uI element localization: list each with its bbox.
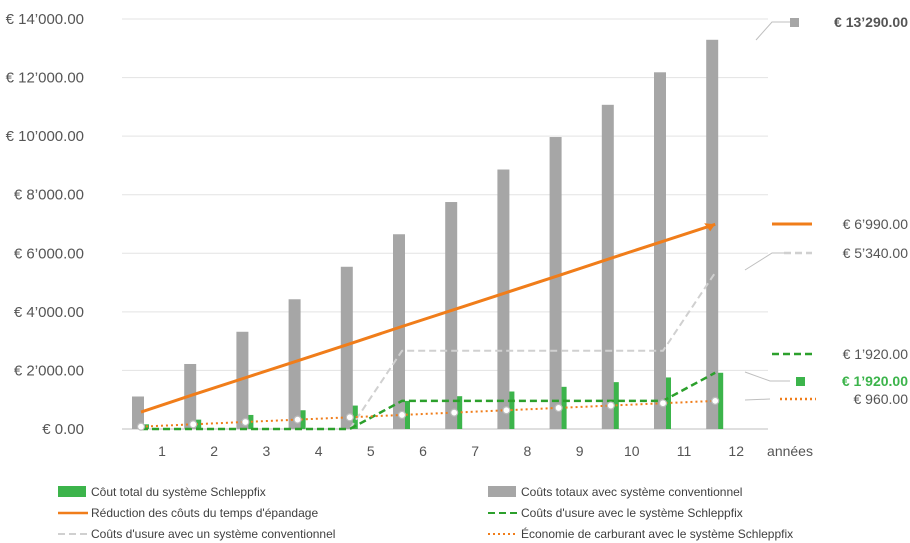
- legend-label: Économie de carburant avec le système Sc…: [521, 526, 793, 541]
- value-annotation: € 1’920.00: [843, 346, 909, 362]
- bar-conventional-total: [132, 396, 144, 429]
- legend-label: Côut total du système Schleppfix: [91, 485, 266, 499]
- bar-conventional-total: [236, 331, 249, 429]
- value-annotation: € 1’920.00: [842, 373, 908, 389]
- leader-line: [744, 252, 790, 271]
- x-tick-label: 8: [524, 443, 532, 459]
- value-annotation: € 960.00: [854, 391, 909, 407]
- y-axis: € 0.00 € 2’000.00 € 4’000.00 € 6’000.00 € 8’…: [6, 11, 84, 438]
- fuel-saving-point: [397, 410, 407, 420]
- fuel-saving-point: [293, 415, 302, 424]
- fuel-saving-point: [606, 401, 615, 410]
- x-tick-label: 12: [728, 443, 744, 459]
- grid-lines: [122, 18, 768, 430]
- value-annotation: € 13’290.00: [834, 14, 908, 30]
- x-axis-unit-label: années: [767, 443, 813, 459]
- leader-line: [744, 398, 771, 401]
- x-tick-label: 7: [471, 443, 479, 459]
- fuel-saving-point: [241, 417, 250, 427]
- legend-label: Coûts d'usure avec le système Schleppfix: [521, 506, 743, 520]
- x-tick-label: 10: [624, 443, 640, 459]
- fuel-saving-point: [502, 406, 511, 415]
- y-tick-label: € 0.00: [42, 421, 84, 438]
- x-tick-label: 4: [315, 443, 323, 459]
- line-wear_schleppfix: [141, 371, 716, 431]
- x-tick-label: 3: [263, 443, 271, 459]
- y-tick-label: € 2’000.00: [14, 362, 84, 379]
- line-fuel_saving: [140, 399, 716, 428]
- bar-conventional-total: [706, 39, 719, 430]
- series-lines: [140, 222, 717, 431]
- line-wear_conventional: [141, 272, 717, 430]
- x-tick-label: 1: [158, 443, 166, 459]
- legend-swatch: [488, 486, 516, 497]
- x-tick-label: 6: [419, 443, 427, 459]
- bar-conventional-total: [549, 137, 562, 429]
- y-tick-label: € 10’000.00: [6, 128, 84, 145]
- fuel-saving-point: [554, 403, 563, 413]
- fuel-saving-point: [658, 399, 668, 408]
- legend-label: Coûts d'usure avec un système convention…: [91, 527, 335, 541]
- legend-label: Réduction des côuts du temps d'épandage: [91, 506, 318, 520]
- fuel-saving-point: [711, 396, 720, 405]
- fuel-saving-point: [450, 408, 459, 417]
- leader-line: [755, 21, 790, 41]
- x-tick-label: 5: [367, 443, 375, 459]
- point-markers: [136, 396, 720, 431]
- x-tick-label: 2: [210, 443, 218, 459]
- bar-conventional-total: [288, 299, 301, 429]
- legend-label: Coûts totaux avec système conventionnel: [521, 485, 742, 499]
- y-tick-label: € 14’000.00: [6, 11, 84, 28]
- y-tick-label: € 8’000.00: [14, 187, 84, 204]
- x-tick-label: 9: [576, 443, 584, 459]
- x-tick-label: 11: [677, 443, 692, 459]
- bar-conventional-total: [340, 266, 353, 429]
- fuel-saving-point: [136, 422, 146, 431]
- bar-conventional-total: [445, 202, 458, 429]
- y-tick-label: € 12’000.00: [6, 70, 84, 87]
- line-time_reduction: [140, 222, 716, 414]
- bar-conventional-total: [654, 72, 666, 430]
- fuel-saving-point: [345, 413, 354, 422]
- annotation-marker: [790, 18, 799, 27]
- x-axis: 1 2 3 4 5 6 7 8 9 10 11 12 années: [158, 443, 813, 459]
- legend-swatch: [58, 486, 86, 497]
- leader-line: [744, 371, 790, 382]
- bar-conventional-total: [497, 169, 510, 429]
- y-tick-label: € 6’000.00: [14, 245, 84, 262]
- value-annotation: € 5’340.00: [843, 245, 909, 261]
- annotation-marker: [796, 377, 805, 386]
- legend: Côut total du système Schleppfix Coûts to…: [58, 485, 793, 541]
- arrowhead: [704, 223, 716, 232]
- value-annotation: € 6’990.00: [843, 216, 909, 232]
- bar-conventional-total: [393, 234, 405, 429]
- fuel-saving-point: [189, 420, 198, 429]
- y-tick-label: € 4’000.00: [14, 304, 84, 321]
- annotations: € 13’290.00 € 6’990.00 € 5’340.00 € 1’920.0…: [744, 14, 909, 407]
- bar-conventional-total: [601, 104, 614, 430]
